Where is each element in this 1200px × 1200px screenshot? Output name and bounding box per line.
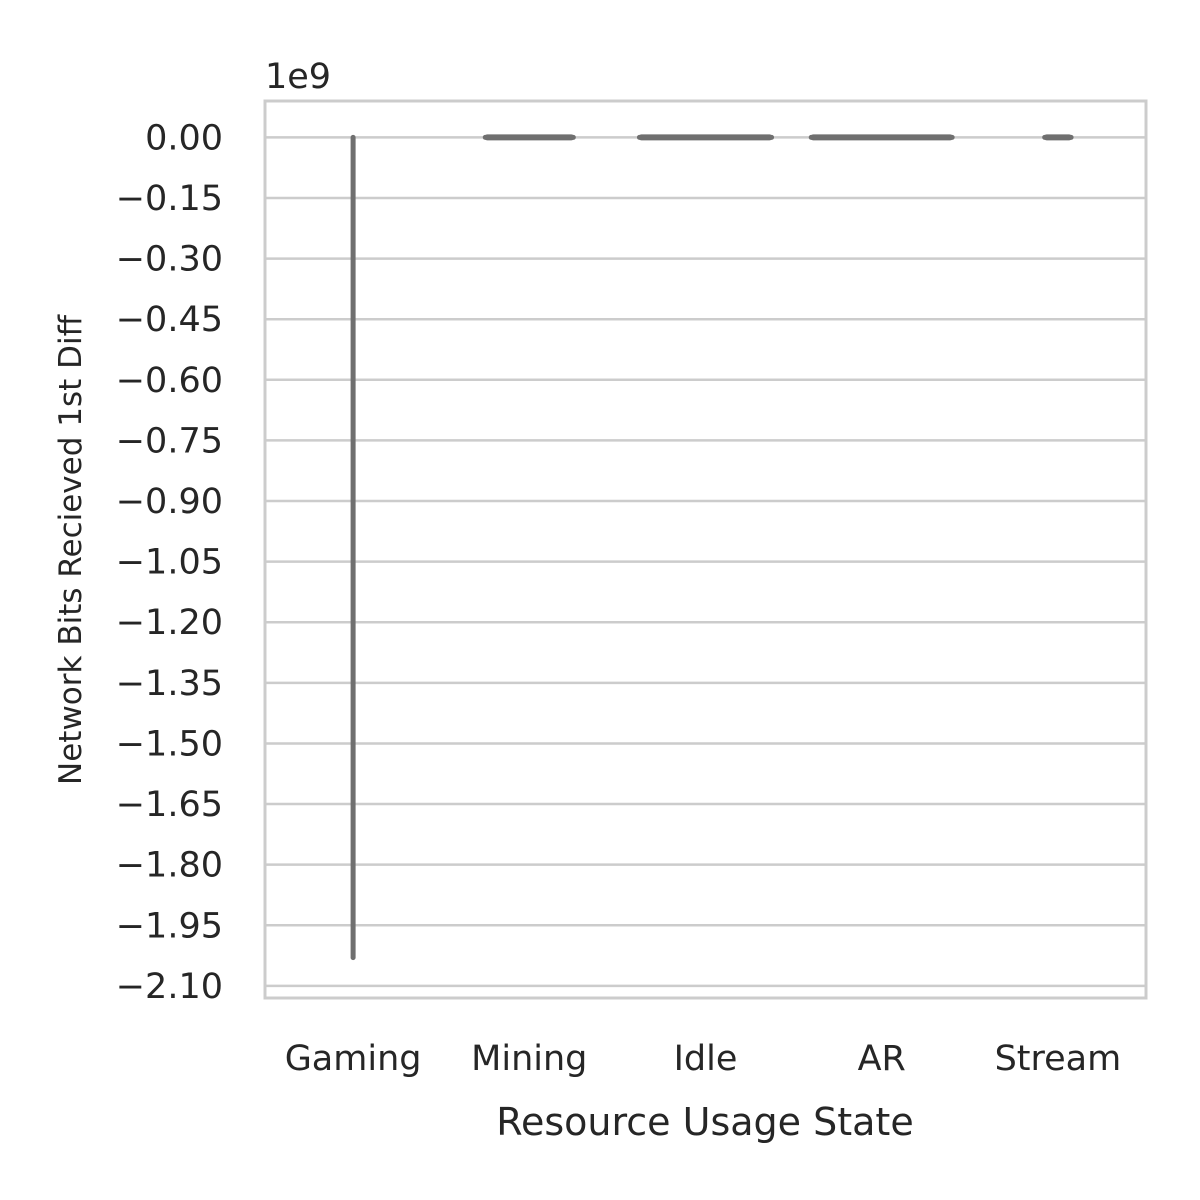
y-tick-label: 0.00 [145, 118, 223, 158]
y-tick-label: −0.60 [116, 361, 223, 401]
y-axis-offset-label: 1e9 [265, 57, 331, 97]
x-axis-title: Resource Usage State [496, 1100, 913, 1144]
y-tick-label: −1.50 [116, 724, 223, 764]
y-tick-label: −0.90 [116, 482, 223, 522]
y-tick-label: −0.15 [116, 179, 223, 219]
y-tick-label: −1.20 [116, 603, 223, 643]
box-mining [482, 134, 576, 141]
box-ar [808, 134, 955, 141]
box-plot-marks [350, 134, 1074, 961]
x-tick-label: Idle [674, 1039, 738, 1079]
y-tick-label: −1.95 [116, 906, 223, 946]
x-tick-label: Mining [471, 1039, 587, 1079]
y-tick-label: −1.35 [116, 664, 223, 704]
y-tick-label: −1.80 [116, 846, 223, 886]
x-tick-label: AR [858, 1039, 906, 1079]
x-tick-label: Stream [995, 1039, 1122, 1079]
grid-lines [265, 136, 1146, 988]
y-axis-title: Network Bits Recieved 1st Diff [53, 314, 89, 785]
y-tick-label: −0.45 [116, 300, 223, 340]
y-tick-label: −2.10 [116, 967, 223, 1007]
box-stream [1042, 134, 1074, 141]
y-tick-label: −0.30 [116, 240, 223, 280]
x-tick-labels: Gaming Mining Idle AR Stream [285, 1039, 1122, 1079]
y-tick-label: −0.75 [116, 421, 223, 461]
x-tick-label: Gaming [285, 1039, 422, 1079]
y-tick-label: −1.65 [116, 785, 223, 825]
y-tick-label: −1.05 [116, 543, 223, 583]
y-tick-labels: 0.00 −0.15 −0.30 −0.45 −0.60 −0.75 −0.90 −1.05 −… [116, 118, 223, 1007]
plot-frame [263, 99, 1148, 1000]
box-idle [636, 134, 775, 141]
